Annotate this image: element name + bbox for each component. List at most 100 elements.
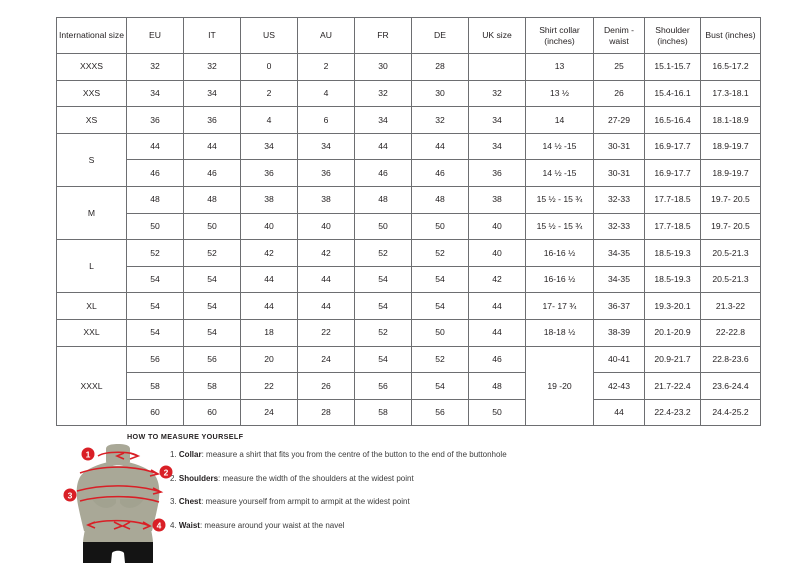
column-header-eu: EU	[126, 17, 184, 54]
measure-step-text: : measure a shirt that fits you from the…	[201, 450, 507, 459]
badge-1: 1	[81, 447, 95, 461]
cell-eu: 60	[126, 398, 184, 427]
cell-fr: 48	[354, 185, 412, 214]
cell-uk-size: 40	[468, 212, 526, 241]
cell-de: 52	[411, 239, 469, 267]
cell-eu: 34	[126, 79, 184, 108]
cell-shoulder: 19.3-20.1	[644, 292, 701, 320]
table-header: International size EU IT US AU FR DE UK …	[56, 17, 761, 54]
cell-us: 2	[240, 79, 298, 108]
cell-uk-size: 46	[468, 345, 526, 374]
measure-step: 4. Waist: measure around your waist at t…	[170, 520, 690, 530]
cell-uk-size: 34	[468, 106, 526, 134]
cell-it: 56	[183, 345, 241, 374]
cell-international-size: XXXS	[56, 53, 127, 81]
table-row: XL 54 54 44 44 54 54 44 17- 17 ¾ 36-37 19.3-20.1 21…	[56, 292, 761, 320]
cell-us: 44	[240, 292, 298, 320]
cell-shirt-collar: 14	[525, 106, 594, 134]
cell-shirt-collar: 18-18 ½	[525, 318, 594, 347]
cell-au: 26	[297, 372, 355, 400]
cell-au: 40	[297, 212, 355, 241]
cell-shirt-collar: 14 ½ -15	[525, 132, 594, 161]
cell-bust: 16.5-17.2	[700, 53, 761, 81]
cell-fr: 54	[354, 265, 412, 294]
cell-international-size: M	[56, 185, 127, 241]
table-row: XS 36 36 4 6 34 32 34 14 27-29 16.5-16.4 18.1-18.9	[56, 106, 761, 134]
measure-line-collar	[97, 451, 141, 460]
cell-au: 38	[297, 185, 355, 214]
cell-us: 40	[240, 212, 298, 241]
column-header-fr: FR	[354, 17, 412, 54]
table-row: 58 58 22 26 56 54 48 42-43 21.7-22.4 23.6-24.4	[57, 372, 761, 400]
badge-4: 4	[152, 518, 166, 532]
cell-fr: 52	[354, 239, 412, 267]
cell-it: 54	[183, 318, 241, 347]
cell-eu: 54	[126, 318, 184, 347]
cell-us: 38	[240, 185, 298, 214]
cell-de: 30	[411, 79, 469, 108]
cell-bust: 19.7- 20.5	[700, 185, 761, 214]
cell-denim-waist: 44	[593, 398, 645, 427]
cell-denim-waist: 42-43	[593, 372, 645, 400]
cell-uk-size: 34	[468, 132, 526, 161]
cell-shirt-collar: 19 -20	[525, 345, 594, 427]
measure-step-label: Collar	[178, 450, 202, 459]
table-row: M 48 48 38 38 48 48 38 15 ½ - 15 ¾ 32-33 17.7-18.5…	[56, 185, 761, 241]
cell-eu: 32	[126, 53, 184, 81]
cell-denim-waist: 30-31	[593, 159, 645, 187]
column-header-shirt-collar: Shirt collar (inches)	[525, 17, 594, 54]
cell-eu: 58	[126, 372, 184, 400]
cell-shoulder: 16.9-17.7	[644, 132, 701, 161]
table-row: XXS 34 34 2 4 32 30 32 13 ½ 26 15.4-16.1 17.3-18.1	[56, 79, 761, 108]
table-row: 50 50 40 40 50 50 40 15 ½ - 15 ¾ 32-33 17.7-18.5 1…	[57, 212, 761, 241]
cell-shoulder: 18.5-19.3	[644, 265, 701, 294]
svg-text:4: 4	[157, 520, 162, 530]
column-header-bust: Bust (inches)	[700, 17, 761, 54]
cell-uk-size: 36	[468, 159, 526, 187]
cell-it: 32	[183, 53, 241, 81]
measure-step-text: : measure around your waist at the navel	[199, 520, 345, 530]
cell-uk-size: 44	[468, 292, 526, 320]
cell-shoulder: 22.4-23.2	[644, 398, 701, 427]
cell-us: 24	[240, 398, 298, 427]
cell-it: 48	[183, 185, 241, 214]
cell-uk-size: 42	[468, 265, 526, 294]
cell-uk-size: 48	[468, 372, 526, 400]
svg-text:2: 2	[164, 467, 169, 477]
measure-step-number: 2.	[170, 473, 177, 483]
badge-2: 2	[159, 465, 173, 479]
column-header-denim-waist: Denim - waist	[593, 17, 645, 54]
cell-fr: 34	[354, 106, 412, 134]
cell-shoulder: 15.1-15.7	[644, 53, 701, 81]
cell-shirt-collar: 13 ½	[525, 79, 594, 108]
cell-bust: 18.1-18.9	[700, 106, 761, 134]
cell-eu: 52	[126, 239, 184, 267]
size-chart-table: International size EU IT US AU FR DE UK …	[56, 17, 761, 427]
measure-step: 3. Chest: measure yourself from armpit t…	[170, 498, 690, 506]
cell-international-size: XXL	[56, 318, 127, 347]
cell-it: 58	[183, 372, 241, 400]
cell-denim-waist: 38-39	[593, 318, 645, 347]
cell-denim-waist: 25	[593, 53, 645, 81]
table-row: 60 60 24 28 58 56 50 44 22.4-23.2 24.4-25.2	[57, 398, 761, 427]
measure-step: 1. Collar: measure a shirt that fits you…	[170, 451, 690, 459]
cell-it: 54	[183, 292, 241, 320]
table-row: XXL 54 54 18 22 52 50 44 18-18 ½ 38-39 20.1-20.9 22…	[56, 318, 761, 347]
cell-uk-size	[468, 53, 526, 81]
cell-uk-size: 32	[468, 79, 526, 108]
cell-eu: 36	[126, 106, 184, 134]
cell-fr: 30	[354, 53, 412, 81]
cell-international-size: XS	[56, 106, 127, 134]
cell-us: 36	[240, 159, 298, 187]
cell-de: 52	[411, 345, 469, 374]
cell-denim-waist: 40-41	[593, 345, 645, 374]
size-chart-table-container: International size EU IT US AU FR DE UK …	[56, 17, 761, 427]
cell-fr: 58	[354, 398, 412, 427]
cell-us: 34	[240, 132, 298, 161]
how-to-measure-title: HOW TO MEASURE YOURSELF	[127, 432, 244, 441]
cell-denim-waist: 34-35	[593, 265, 645, 294]
cell-shoulder: 18.5-19.3	[644, 239, 701, 267]
cell-denim-waist: 32-33	[593, 212, 645, 241]
cell-shoulder: 20.1-20.9	[644, 318, 701, 347]
cell-it: 44	[183, 132, 241, 161]
